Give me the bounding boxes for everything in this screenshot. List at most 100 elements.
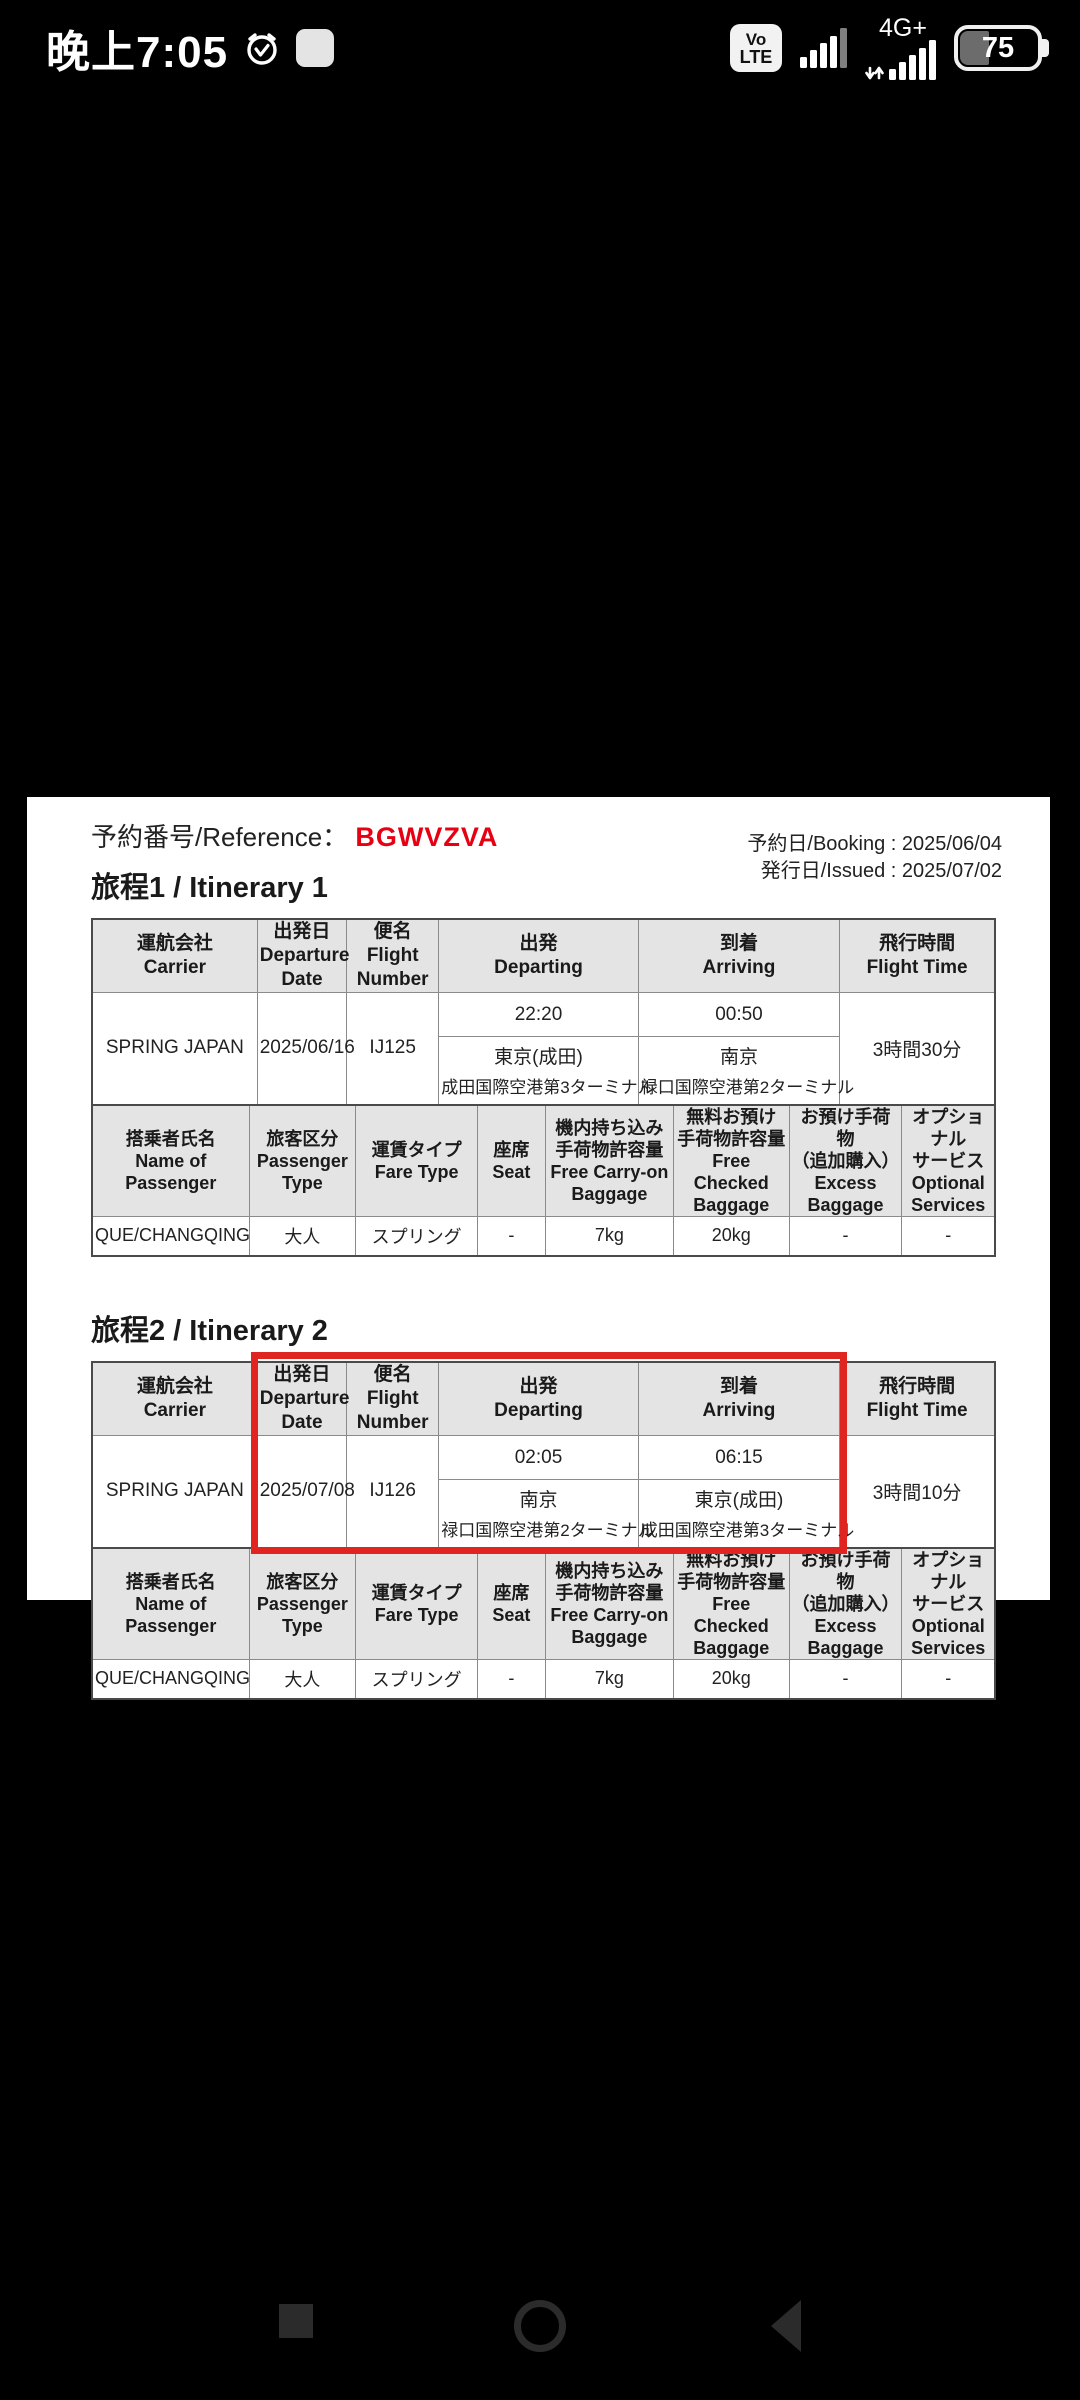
- arriving-airport-cell: 東京(成田) 成田国際空港第3ターミナル: [637, 1479, 854, 1548]
- battery-icon: 75: [954, 25, 1049, 71]
- header-carry-on: 機内持ち込み 手荷物許容量 Free Carry-on Baggage: [544, 1104, 674, 1217]
- header-excess: お預け手荷物 （追加購入） Excess Baggage: [788, 1104, 903, 1217]
- booking-dates: 予約日/Booking : 2025/06/04 発行日/Issued : 20…: [747, 831, 1002, 885]
- header-carry-on: 機内持ち込み 手荷物許容量 Free Carry-on Baggage: [544, 1547, 674, 1660]
- arriving-time-cell: 06:15: [637, 1435, 841, 1480]
- checked-cell: 20kg: [672, 1215, 790, 1257]
- volte-icon: Vo LTE: [730, 24, 782, 72]
- itinerary-1-flight-table: 運航会社 Carrier 出発日 Departure Date 便名 Flight N…: [91, 918, 996, 1106]
- notification-app-icon: [296, 29, 335, 67]
- flight-header-row: 運航会社 Carrier 出発日 Departure Date 便名 Flight N…: [91, 918, 996, 993]
- flight-airport-row: 東京(成田) 成田国際空港第3ターミナル 南京 禄口国際空港第2ターミナル: [92, 1036, 995, 1105]
- itinerary-1-passenger-table: 搭乗者氏名 Name of Passenger 旅客区分 Passenger Typ…: [91, 1103, 996, 1257]
- flight-time-cell: 3時間30分: [839, 992, 996, 1105]
- carry-on-cell: 7kg: [544, 1215, 674, 1257]
- network-group: 4G+: [865, 16, 936, 80]
- departure-date-cell: 2025/06/16: [256, 992, 355, 1105]
- header-optional: オプショナル サービス Optional Services: [901, 1547, 996, 1660]
- header-flight-number: 便名 Flight Number: [346, 918, 440, 993]
- departure-date-cell: 2025/07/08: [256, 1435, 355, 1548]
- data-activity-icon: [865, 66, 884, 80]
- battery-percent: 75: [981, 31, 1015, 64]
- departing-airport-cell: 南京 禄口国際空港第2ターミナル: [438, 1479, 655, 1548]
- flight-number-cell: IJ126: [346, 1435, 440, 1548]
- passenger-name-cell: QUE/CHANGQING: [91, 1215, 250, 1257]
- itinerary-2-title: 旅程2 / Itinerary 2: [91, 1315, 328, 1347]
- signal-strength-sim1-icon: [800, 28, 847, 68]
- carrier-cell: SPRING JAPAN: [91, 1435, 258, 1548]
- signal-strength-sim2-icon: [889, 40, 936, 80]
- header-carrier: 運航会社 Carrier: [91, 1361, 258, 1436]
- itinerary-2-passenger-table: 搭乗者氏名 Name of Passenger 旅客区分 Passenger Typ…: [91, 1546, 996, 1700]
- battery-nub: [1042, 39, 1049, 57]
- passenger-data-row: QUE/CHANGQING 大人 スプリング - 7kg 20kg - -: [91, 1658, 996, 1700]
- header-fare-type: 運賃タイプ Fare Type: [355, 1547, 479, 1660]
- header-checked: 無料お預け 手荷物許容量 Free Checked Baggage: [672, 1104, 790, 1217]
- header-fare-type: 運賃タイプ Fare Type: [355, 1104, 479, 1217]
- status-bar-right: Vo LTE 4G+ 75: [730, 16, 1050, 80]
- network-type-label: 4G+: [879, 14, 927, 42]
- departing-airport-cell: 東京(成田) 成田国際空港第3ターミナル: [438, 1036, 655, 1105]
- seat-cell: -: [477, 1215, 546, 1257]
- header-flight-time: 飛行時間 Flight Time: [839, 1361, 996, 1436]
- carry-on-cell: 7kg: [544, 1658, 674, 1700]
- recents-button[interactable]: [279, 2304, 313, 2338]
- booking-document: 予約番号/Reference： BGWVZVA 予約日/Booking : 20…: [27, 797, 1050, 1700]
- header-passenger-name: 搭乗者氏名 Name of Passenger: [91, 1547, 250, 1660]
- header-seat: 座席 Seat: [477, 1104, 546, 1217]
- reference-value: BGWVZVA: [355, 822, 499, 852]
- flight-data-row: SPRING JAPAN 2025/06/16 IJ125 22:20 00:5…: [91, 992, 996, 1105]
- optional-cell: -: [901, 1658, 996, 1700]
- header-flight-number: 便名 Flight Number: [346, 1361, 440, 1436]
- arriving-airport-cell: 南京 禄口国際空港第2ターミナル: [637, 1036, 854, 1105]
- passenger-data-row: QUE/CHANGQING 大人 スプリング - 7kg 20kg - -: [91, 1215, 996, 1257]
- header-excess: お預け手荷物 （追加購入） Excess Baggage: [788, 1547, 903, 1660]
- flight-airport-row: 南京 禄口国際空港第2ターミナル 東京(成田) 成田国際空港第3ターミナル: [92, 1479, 995, 1548]
- fare-type-cell: スプリング: [355, 1215, 479, 1257]
- departing-time-cell: 22:20: [438, 992, 639, 1037]
- carrier-cell: SPRING JAPAN: [91, 992, 258, 1105]
- arriving-time-cell: 00:50: [637, 992, 841, 1037]
- status-bar: 晚上7:05 Vo LTE 4G+ 75: [0, 0, 1080, 86]
- itinerary-2-flight-table: 運航会社 Carrier 出発日 Departure Date 便名 Flight N…: [91, 1361, 996, 1549]
- volte-label-top: Vo: [745, 29, 767, 49]
- reference-label: 予約番号/Reference：: [91, 822, 349, 852]
- status-bar-left: 晚上7:05: [46, 16, 335, 80]
- reference-line: 予約番号/Reference： BGWVZVA: [91, 817, 996, 854]
- passenger-type-cell: 大人: [248, 1658, 357, 1700]
- header-departure-date: 出発日 Departure Date: [256, 1361, 349, 1436]
- checked-cell: 20kg: [672, 1658, 790, 1700]
- header-passenger-type: 旅客区分 Passenger Type: [248, 1104, 357, 1217]
- seat-cell: -: [477, 1658, 546, 1700]
- header-optional: オプショナル サービス Optional Services: [901, 1104, 996, 1217]
- issued-date-line: 発行日/Issued : 2025/07/02: [760, 860, 1002, 882]
- booking-date-line: 予約日/Booking : 2025/06/04: [747, 833, 1002, 855]
- itinerary-1-block: 運航会社 Carrier 出発日 Departure Date 便名 Flight N…: [91, 918, 996, 1257]
- header-flight-time: 飛行時間 Flight Time: [839, 918, 996, 993]
- optional-cell: -: [901, 1215, 996, 1257]
- flight-data-row: SPRING JAPAN 2025/07/08 IJ126 02:05 06:1…: [91, 1435, 996, 1548]
- excess-cell: -: [788, 1658, 903, 1700]
- itinerary-1-title: 旅程1 / Itinerary 1: [91, 872, 328, 904]
- header-arriving: 到着 Arriving: [637, 1361, 841, 1436]
- excess-cell: -: [788, 1215, 903, 1257]
- fare-type-cell: スプリング: [355, 1658, 479, 1700]
- header-seat: 座席 Seat: [477, 1547, 546, 1660]
- passenger-header-row: 搭乗者氏名 Name of Passenger 旅客区分 Passenger Typ…: [91, 1547, 996, 1660]
- departing-time-cell: 02:05: [438, 1435, 639, 1480]
- back-button[interactable]: [771, 2300, 801, 2352]
- navigation-bar: [0, 2280, 1080, 2400]
- status-time: 晚上7:05: [46, 28, 229, 77]
- header-passenger-type: 旅客区分 Passenger Type: [248, 1547, 357, 1660]
- header-passenger-name: 搭乗者氏名 Name of Passenger: [91, 1104, 250, 1217]
- passenger-type-cell: 大人: [248, 1215, 357, 1257]
- volte-label-bottom: LTE: [739, 46, 773, 67]
- header-departing: 出発 Departing: [438, 1361, 639, 1436]
- alarm-clock-icon: [247, 33, 277, 65]
- passenger-name-cell: QUE/CHANGQING: [91, 1658, 250, 1700]
- battery-fill: [960, 31, 989, 65]
- home-button[interactable]: [514, 2300, 566, 2352]
- header-arriving: 到着 Arriving: [637, 918, 841, 993]
- header-departing: 出発 Departing: [438, 918, 639, 993]
- flight-header-row: 運航会社 Carrier 出発日 Departure Date 便名 Flight N…: [91, 1361, 996, 1436]
